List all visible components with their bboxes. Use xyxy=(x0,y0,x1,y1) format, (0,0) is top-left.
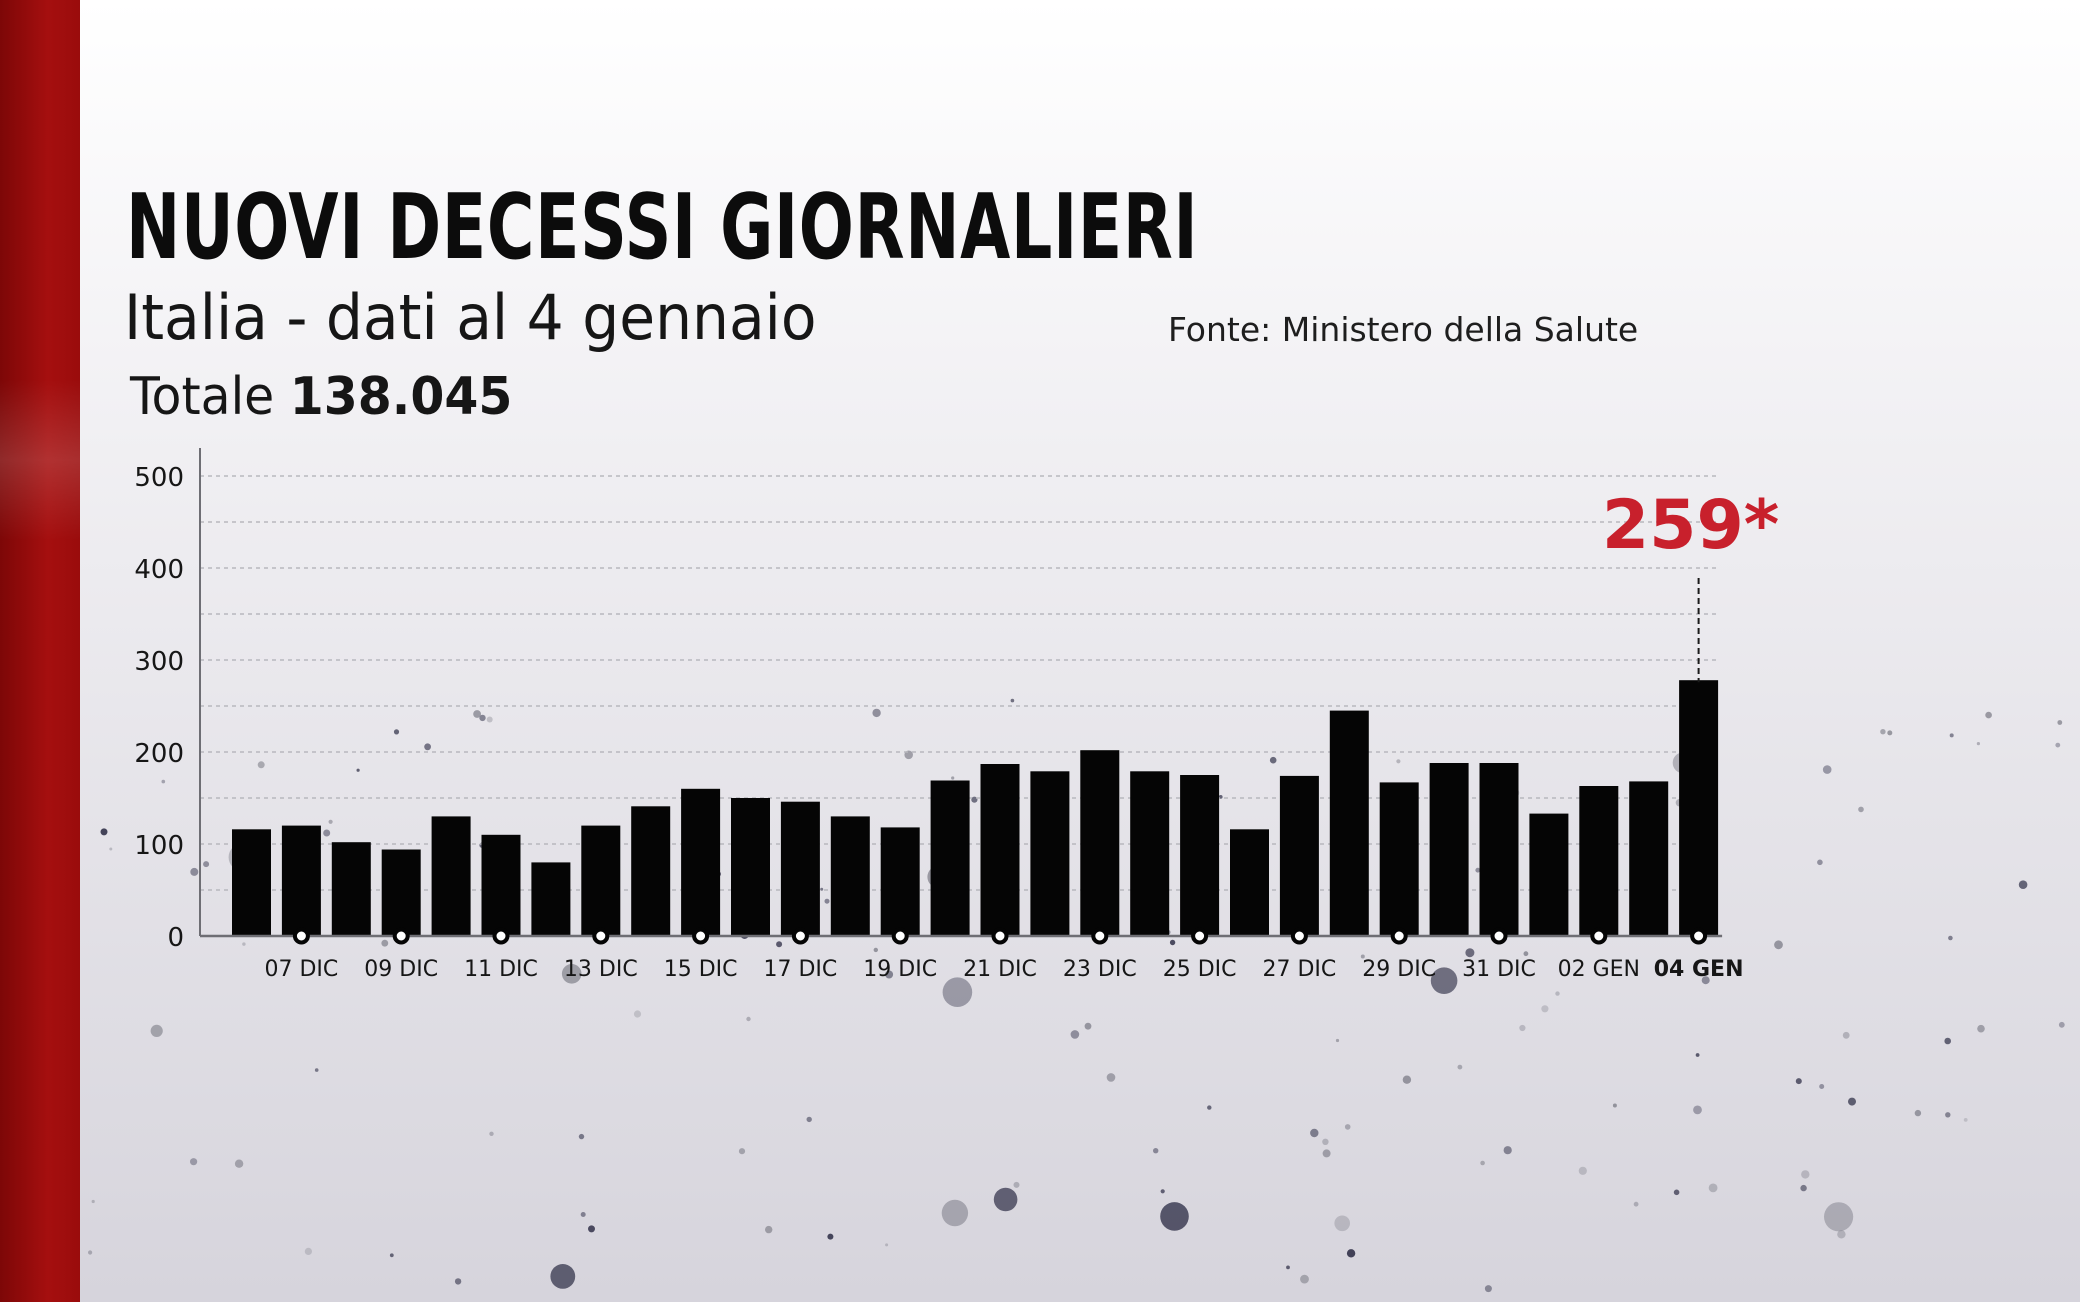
chart-title: NUOVI DECESSI GIORNALIERI xyxy=(126,175,1199,280)
bar xyxy=(1329,710,1369,936)
bar xyxy=(1529,813,1569,936)
x-tick-label: 02 GEN xyxy=(1558,957,1640,982)
bar xyxy=(1180,775,1220,936)
background-speckles xyxy=(88,698,2065,1293)
x-tick-marker xyxy=(1490,927,1508,945)
x-tick-marker xyxy=(1191,927,1209,945)
bar xyxy=(281,825,321,936)
x-tick-marker xyxy=(1690,927,1708,945)
bar xyxy=(232,829,271,936)
bar xyxy=(780,801,820,936)
x-tick-marker xyxy=(991,927,1009,945)
y-tick-label: 400 xyxy=(134,555,184,585)
x-tick-label: 25 DIC xyxy=(1163,957,1237,982)
y-tick-label: 500 xyxy=(134,463,184,493)
bar xyxy=(331,842,371,936)
x-tick-marker xyxy=(1590,927,1608,945)
x-tick-marker xyxy=(292,927,310,945)
x-tick-marker xyxy=(492,927,510,945)
x-tick-marker xyxy=(791,927,809,945)
x-tick-label: 23 DIC xyxy=(1063,957,1137,982)
bar xyxy=(1030,771,1070,936)
bar xyxy=(1379,782,1419,936)
bar xyxy=(481,834,521,936)
total-value: 138.045 xyxy=(289,367,513,427)
bar xyxy=(1479,763,1519,936)
x-tick-label: 15 DIC xyxy=(664,957,738,982)
bar xyxy=(631,806,671,936)
x-tick-label: 13 DIC xyxy=(564,957,638,982)
y-tick-label: 200 xyxy=(134,739,184,769)
x-tick-label: 19 DIC xyxy=(863,957,937,982)
y-tick-label: 100 xyxy=(134,831,184,861)
bar xyxy=(1429,763,1469,936)
x-tick-label: 07 DIC xyxy=(265,957,339,982)
chart-subtitle: Italia - dati al 4 gennaio xyxy=(124,281,817,354)
bar xyxy=(930,780,970,936)
x-tick-label: 21 DIC xyxy=(963,957,1037,982)
x-tick-label: 11 DIC xyxy=(464,957,538,982)
x-tick-label: 04 GEN xyxy=(1654,957,1744,982)
x-tick-marker xyxy=(592,927,610,945)
x-tick-label: 31 DIC xyxy=(1462,957,1536,982)
bar xyxy=(531,862,571,936)
bar xyxy=(1130,771,1170,936)
x-tick-label: 27 DIC xyxy=(1263,957,1337,982)
y-tick-label: 0 xyxy=(167,923,184,953)
bar xyxy=(431,816,471,936)
side-accent-bar xyxy=(0,0,80,1302)
x-tick-label: 09 DIC xyxy=(364,957,438,982)
x-tick-marker xyxy=(392,927,410,945)
bar xyxy=(830,816,870,936)
bar xyxy=(1629,781,1669,936)
bar xyxy=(1080,750,1120,936)
highlight-value-label: 259* xyxy=(1602,486,1780,565)
bar xyxy=(581,825,621,936)
bar-highlight xyxy=(1679,680,1719,936)
x-tick-label: 29 DIC xyxy=(1362,957,1436,982)
bar xyxy=(980,764,1020,936)
bar xyxy=(731,798,770,936)
x-tick-marker xyxy=(1390,927,1408,945)
x-tick-marker xyxy=(1091,927,1109,945)
bar xyxy=(681,788,721,936)
bar xyxy=(381,849,421,936)
x-tick-marker xyxy=(1290,927,1308,945)
x-tick-marker xyxy=(692,927,710,945)
total-line: Totale 138.045 xyxy=(130,365,512,429)
source-note: Fonte: Ministero della Salute xyxy=(1168,310,1639,349)
x-tick-label: 17 DIC xyxy=(764,957,838,982)
bar xyxy=(1579,786,1619,936)
total-label: Totale xyxy=(130,367,275,427)
y-tick-label: 300 xyxy=(134,647,184,677)
x-tick-marker xyxy=(891,927,909,945)
bar xyxy=(880,827,920,936)
bar xyxy=(1279,775,1319,936)
bar xyxy=(1230,829,1269,936)
